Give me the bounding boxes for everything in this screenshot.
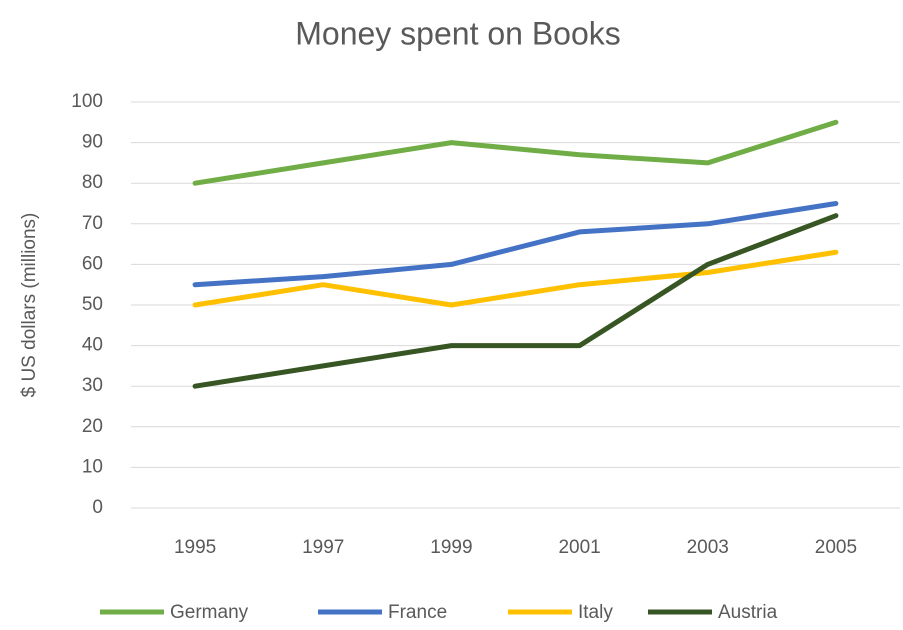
x-tick-label: 2005	[815, 537, 857, 558]
series-line	[192, 119, 839, 186]
y-axis-label: $ US dollars (millions)	[19, 213, 40, 398]
y-tick-label: 0	[92, 497, 103, 518]
y-tick-label: 80	[82, 172, 103, 193]
legend-label: Germany	[170, 602, 249, 623]
x-tick-label: 1995	[174, 537, 216, 558]
y-tick-label: 10	[82, 456, 103, 477]
chart-title: Money spent on Books	[295, 15, 621, 51]
x-tick-label: 1997	[302, 537, 344, 558]
x-tick-label: 1999	[430, 537, 472, 558]
y-tick-label: 60	[82, 253, 103, 274]
y-tick-label: 70	[82, 213, 103, 234]
series-line	[192, 213, 839, 389]
y-tick-label: 20	[82, 416, 103, 437]
legend-label: Italy	[578, 602, 613, 623]
legend-label: Austria	[718, 602, 778, 623]
legend-label: France	[388, 602, 447, 623]
y-tick-label: 40	[82, 335, 103, 356]
y-tick-label: 30	[82, 375, 103, 396]
series-line	[192, 201, 839, 288]
x-tick-label: 2003	[687, 537, 729, 558]
y-tick-label: 50	[82, 294, 103, 315]
series-line	[192, 249, 839, 308]
x-tick-label: 2001	[558, 537, 600, 558]
y-tick-label: 90	[82, 132, 103, 153]
y-tick-label: 100	[71, 91, 103, 112]
